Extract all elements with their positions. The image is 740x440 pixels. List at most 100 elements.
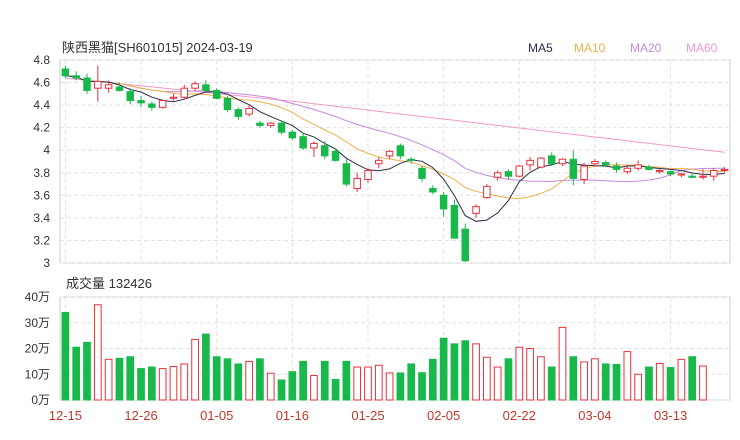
candle [256, 120, 264, 128]
price-grid [59, 59, 731, 264]
candle-body [591, 161, 599, 165]
candle [688, 172, 696, 179]
candle-body [515, 165, 524, 177]
candle-body [266, 122, 275, 126]
volume-bar [537, 356, 545, 401]
date-tick-label: 03-13 [654, 408, 687, 423]
candle-body [245, 107, 253, 115]
legend-item-ma5: MA5 [528, 41, 553, 55]
price-tick-label: 3.8 [33, 166, 50, 180]
price-tick-label: 3.6 [33, 188, 50, 202]
candle-body [353, 177, 361, 190]
candle [277, 120, 286, 135]
volume-bar [299, 360, 307, 401]
volume-bar [580, 361, 588, 401]
candle-body [396, 145, 405, 157]
candle [396, 143, 405, 160]
candle-body [720, 168, 729, 172]
candle-body [699, 175, 707, 178]
volume-bar [666, 367, 675, 401]
price-tick-label: 3 [43, 256, 50, 270]
legend: MA5 MA10 MA20 MA60 [528, 41, 718, 55]
candle [375, 156, 383, 169]
candle [526, 156, 534, 171]
candle-body [634, 164, 642, 169]
volume-bar [245, 360, 253, 401]
candle-body [656, 170, 664, 173]
volume-bar [612, 363, 621, 401]
candle-body [223, 97, 232, 111]
price-tick-label: 4.2 [33, 121, 50, 135]
candle-body [504, 171, 513, 177]
candle [558, 158, 567, 167]
candle [94, 65, 102, 102]
volume-bar [601, 363, 610, 401]
candle-body [666, 171, 675, 175]
candle-body [558, 158, 567, 165]
date-tick-label: 01-05 [200, 408, 233, 423]
date-axis: 12-15 12-26 01-05 01-16 01-25 02-05 02-22 03-04… [49, 408, 687, 423]
volume-bar [385, 372, 394, 401]
candle-body [493, 172, 502, 178]
candle-body [385, 150, 394, 157]
volume-bar [591, 358, 599, 401]
candle [677, 172, 686, 178]
candle [126, 88, 134, 104]
candle [212, 88, 221, 100]
price-tick-label: 4.4 [33, 98, 50, 112]
candle-body [202, 84, 210, 91]
candle-body [483, 185, 491, 199]
price-tick-label: 3.2 [33, 233, 50, 247]
candle [83, 73, 91, 94]
candle-body [72, 75, 80, 79]
candle [245, 105, 253, 117]
volume-bar [418, 372, 426, 401]
candle [515, 164, 524, 178]
volume-bar [126, 356, 135, 401]
volume-bar [450, 343, 459, 401]
candle [234, 107, 243, 120]
volume-bar [396, 372, 405, 401]
volume-tick-label: 10万 [25, 367, 50, 381]
volume-tick-label: 30万 [25, 316, 50, 330]
date-tick-label: 02-05 [427, 408, 460, 423]
candle [601, 160, 610, 168]
volume-bar [699, 365, 707, 401]
volume-bar [623, 351, 632, 401]
date-tick-label: 12-26 [124, 408, 157, 423]
volume-bar [320, 360, 329, 401]
candle-body [191, 83, 199, 89]
volume-bar [266, 372, 275, 401]
candle-body [450, 204, 459, 239]
candle [699, 169, 707, 180]
candle [450, 199, 459, 239]
candle [191, 81, 199, 91]
price-frame [59, 59, 731, 264]
legend-item-ma10: MA10 [574, 41, 606, 55]
candlesticks [61, 65, 729, 262]
moving-average-lines [65, 75, 725, 222]
volume-bar [61, 311, 70, 401]
candle [331, 147, 340, 162]
candle [299, 133, 307, 151]
candle [429, 185, 437, 195]
candle-body [212, 89, 221, 99]
date-tick-label: 03-04 [578, 408, 611, 423]
volume-bar [115, 357, 124, 401]
candle-body [94, 80, 102, 89]
ma5-line [65, 75, 725, 222]
candle [580, 162, 588, 185]
candle [656, 168, 664, 174]
candle [472, 204, 480, 218]
legend-item-ma60: MA60 [686, 41, 718, 55]
chart-title: 陕西黑猫[SH601015] 2024-03-19 [62, 40, 253, 55]
volume-bar [234, 363, 243, 401]
candle [591, 159, 599, 167]
candle-body [407, 158, 415, 161]
volume-bar [277, 379, 286, 401]
volume-bar [439, 337, 448, 401]
volume-bar [342, 360, 351, 401]
volume-bar [212, 356, 221, 401]
volume-bar [223, 358, 232, 401]
